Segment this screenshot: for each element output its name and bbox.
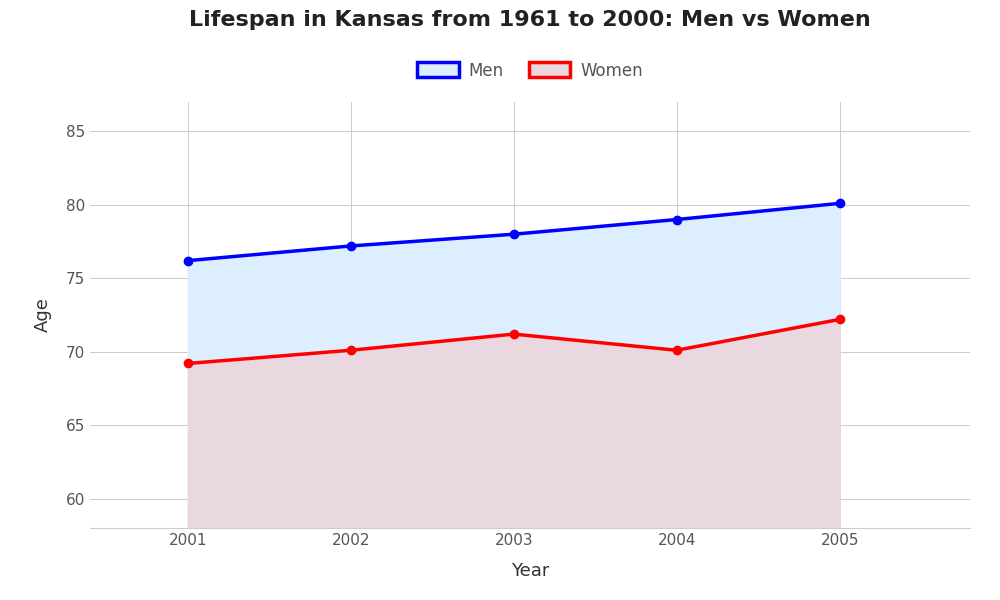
Y-axis label: Age: Age [34, 298, 52, 332]
X-axis label: Year: Year [511, 562, 549, 580]
Title: Lifespan in Kansas from 1961 to 2000: Men vs Women: Lifespan in Kansas from 1961 to 2000: Me… [189, 10, 871, 29]
Legend: Men, Women: Men, Women [410, 55, 650, 86]
